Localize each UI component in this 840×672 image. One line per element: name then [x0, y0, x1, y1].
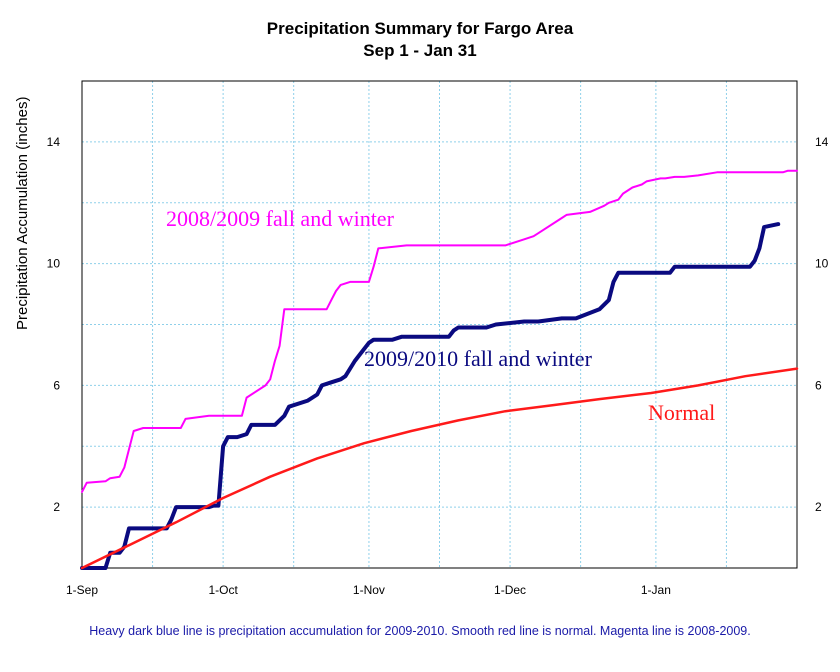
plot-frame [81, 80, 798, 569]
x-tick-label: 1-Oct [208, 583, 238, 597]
grid-layer [82, 81, 797, 568]
y-tick-label-right: 2 [815, 500, 822, 514]
y-tick-label-left: 6 [53, 378, 60, 392]
series-2008-2009-line [81, 169, 798, 493]
y-tick-label-left: 14 [47, 135, 61, 149]
chart-footnote: Heavy dark blue line is precipitation ac… [89, 624, 751, 638]
x-tick-label: 1-Dec [494, 583, 526, 597]
chart-title: Precipitation Summary for Fargo Area [266, 19, 574, 38]
series-label-2009-2010: 2009/2010 fall and winter [364, 346, 593, 371]
x-tick-label: 1-Nov [353, 583, 385, 597]
y-tick-label-left: 2 [53, 500, 60, 514]
y-tick-label-right: 6 [815, 378, 822, 392]
y-tick-label-right: 14 [815, 135, 829, 149]
series-label-normal: Normal [648, 400, 715, 425]
label-layer: 2008/2009 fall and winter 2009/2010 fall … [166, 206, 715, 425]
x-tick-label: 1-Jan [641, 583, 671, 597]
chart-subtitle: Sep 1 - Jan 31 [363, 41, 477, 60]
y-tick-label-right: 10 [815, 257, 829, 271]
x-tick-label: 1-Sep [66, 583, 98, 597]
y-tick-label-left: 10 [47, 257, 61, 271]
series-2009-2010-line [80, 222, 781, 570]
precipitation-chart: 2 2 6 6 10 10 14 14 1-Sep 1-Oct 1-Nov 1-Dec 1-Jan 20… [47, 80, 829, 597]
tick-layer: 2 2 6 6 10 10 14 14 1-Sep 1-Oct 1-Nov 1-Dec 1-Jan [47, 135, 829, 597]
series-layer [80, 169, 799, 570]
series-label-2008-2009: 2008/2009 fall and winter [166, 206, 395, 231]
series-normal-line [80, 367, 799, 570]
